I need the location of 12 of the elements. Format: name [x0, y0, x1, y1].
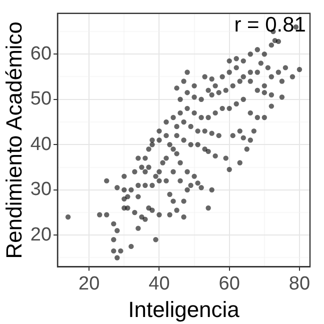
y-axis-title: Rendimiento Académico — [1, 21, 26, 259]
y-tick-label: 60 — [30, 43, 52, 64]
y-tick-label: 20 — [30, 224, 52, 246]
x-tick-label: 60 — [218, 273, 240, 294]
x-axis-title: Inteligencia — [128, 296, 240, 322]
y-tick-label: 40 — [30, 134, 52, 155]
annotation: r = 0.81 — [234, 14, 306, 37]
y-tick-label: 30 — [30, 179, 52, 200]
x-tick-label: 20 — [78, 273, 100, 294]
x-tick-label: 40 — [148, 273, 170, 294]
y-tick-label: 50 — [30, 88, 52, 110]
x-tick-label: 80 — [288, 273, 310, 294]
